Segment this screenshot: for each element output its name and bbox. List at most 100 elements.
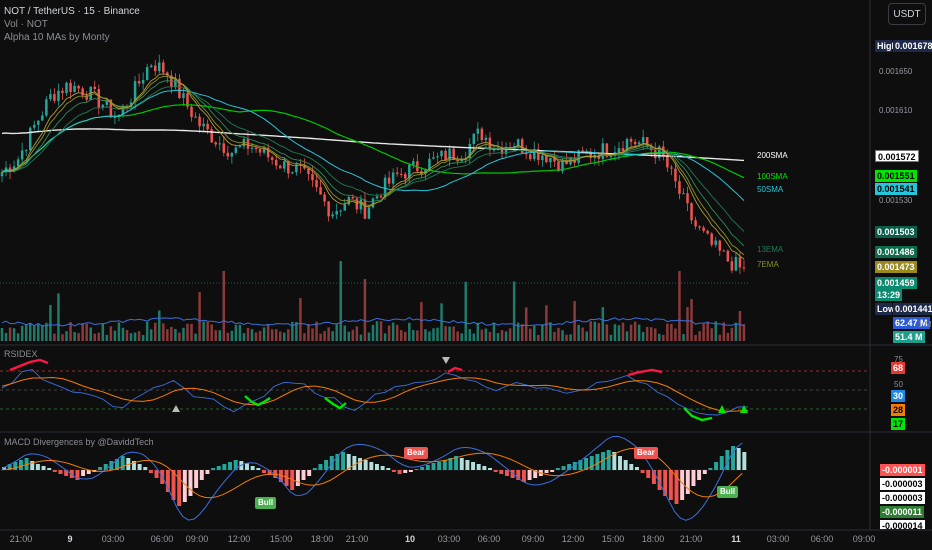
volume-indicator-title[interactable]: Vol · NOT	[4, 19, 48, 30]
candle-body	[718, 240, 722, 251]
volume-bar	[581, 327, 584, 341]
volume-tag: 62.47 M	[893, 317, 930, 329]
candle-body	[73, 85, 76, 92]
candle-body	[174, 78, 177, 88]
candle-body	[742, 267, 746, 269]
volume-bar	[210, 324, 213, 341]
volume-bar	[557, 327, 560, 341]
candle-body	[573, 157, 576, 163]
volume-bar	[109, 326, 113, 341]
volume-bar	[28, 322, 32, 341]
rsi-triangle-up	[740, 405, 748, 413]
macd-histogram-bar	[493, 470, 498, 472]
macd-tag: -0.000011	[880, 506, 925, 518]
volume-bar	[516, 322, 520, 341]
macd-histogram-bar	[64, 470, 69, 476]
volume-bar	[428, 331, 431, 341]
candle-body	[153, 65, 157, 72]
candle-body	[666, 155, 669, 168]
macd-pane-title[interactable]: MACD Divergences by @DaviddTech	[4, 437, 154, 447]
sma200-label: 200SMA	[757, 151, 788, 160]
macd-histogram-bar	[256, 468, 261, 470]
candle-body	[605, 143, 609, 157]
candle-body	[323, 194, 326, 202]
macd-histogram-bar	[143, 467, 148, 470]
volume-bar	[246, 327, 250, 341]
candle-body	[331, 214, 334, 217]
volume-bar	[403, 331, 407, 341]
macd-histogram-bar	[30, 461, 35, 470]
volume-bar	[585, 331, 588, 341]
volume-bar	[706, 321, 709, 341]
rsi-tag-17: 17	[891, 418, 905, 430]
rsi-pane-title[interactable]: RSIDEX	[4, 349, 38, 359]
candle-body	[645, 137, 649, 146]
candle-body	[541, 155, 544, 161]
volume-ma-line	[1, 317, 745, 327]
candle-body	[274, 159, 278, 166]
volume-bar	[609, 334, 613, 341]
rsi-oversold-segment	[244, 395, 271, 407]
volume-bar	[726, 332, 730, 341]
ma-indicator-title[interactable]: Alpha 10 MAs by Monty	[4, 32, 110, 43]
currency-button[interactable]: USDT	[888, 3, 926, 25]
macd-histogram-bar	[301, 470, 306, 480]
candle-body	[69, 82, 72, 92]
volume-bar	[158, 310, 161, 341]
volume-bar	[315, 321, 318, 341]
volume-bar	[24, 323, 28, 341]
ema13-price-tag: 0.001503	[875, 226, 917, 238]
macd-histogram-bar	[250, 466, 255, 470]
candle-body	[641, 137, 645, 143]
volume-bar	[629, 324, 633, 341]
volume-bar	[391, 322, 395, 341]
volume-bar	[520, 324, 524, 341]
candle-body	[452, 148, 455, 160]
volume-bar	[375, 321, 379, 341]
volume-bar	[141, 334, 145, 341]
volume-bar	[117, 322, 121, 341]
candle-body	[214, 142, 217, 145]
macd-histogram-bar	[420, 467, 425, 470]
macd-histogram-bar	[154, 470, 159, 478]
candle-body	[553, 158, 556, 162]
macd-histogram-bar	[222, 464, 227, 470]
volume-bar	[125, 330, 129, 341]
macd-histogram-bar	[188, 470, 193, 496]
candle-body	[327, 201, 330, 217]
volume-bar	[198, 292, 201, 341]
macd-histogram-bar	[126, 458, 131, 470]
candle-body	[387, 177, 391, 184]
volume-bar	[153, 322, 157, 341]
volume-bar	[460, 333, 463, 341]
macd-histogram-bar	[18, 460, 23, 470]
rsi-tag-68: 68	[891, 362, 905, 374]
macd-histogram-bar	[171, 470, 176, 500]
macd-histogram-bar	[618, 456, 622, 470]
candle-body	[690, 203, 693, 221]
candle-body	[617, 148, 621, 153]
volume-bar	[206, 321, 209, 341]
volume-bar	[166, 329, 169, 341]
volume-bar	[383, 333, 387, 341]
volume-bar	[565, 334, 568, 341]
candle-body	[674, 168, 677, 182]
candle-body	[158, 62, 161, 72]
sma100-label: 100SMA	[757, 172, 788, 181]
candle-body	[41, 115, 44, 121]
candle-body	[105, 99, 109, 105]
macd-histogram-bar	[527, 470, 532, 480]
volume-bar	[674, 328, 677, 341]
candle-body	[682, 193, 685, 195]
ema13-price-tag-2: 0.001486	[875, 246, 917, 258]
volume-bar	[363, 279, 367, 341]
volume-bar	[416, 330, 419, 341]
volume-bar	[250, 329, 254, 341]
macd-histogram-bar	[352, 456, 357, 470]
time-axis-label: 09:00	[521, 534, 545, 544]
candle-body	[347, 196, 351, 205]
macd-line	[1, 435, 743, 521]
ema9-line	[1, 75, 745, 256]
candle-body	[49, 94, 52, 100]
